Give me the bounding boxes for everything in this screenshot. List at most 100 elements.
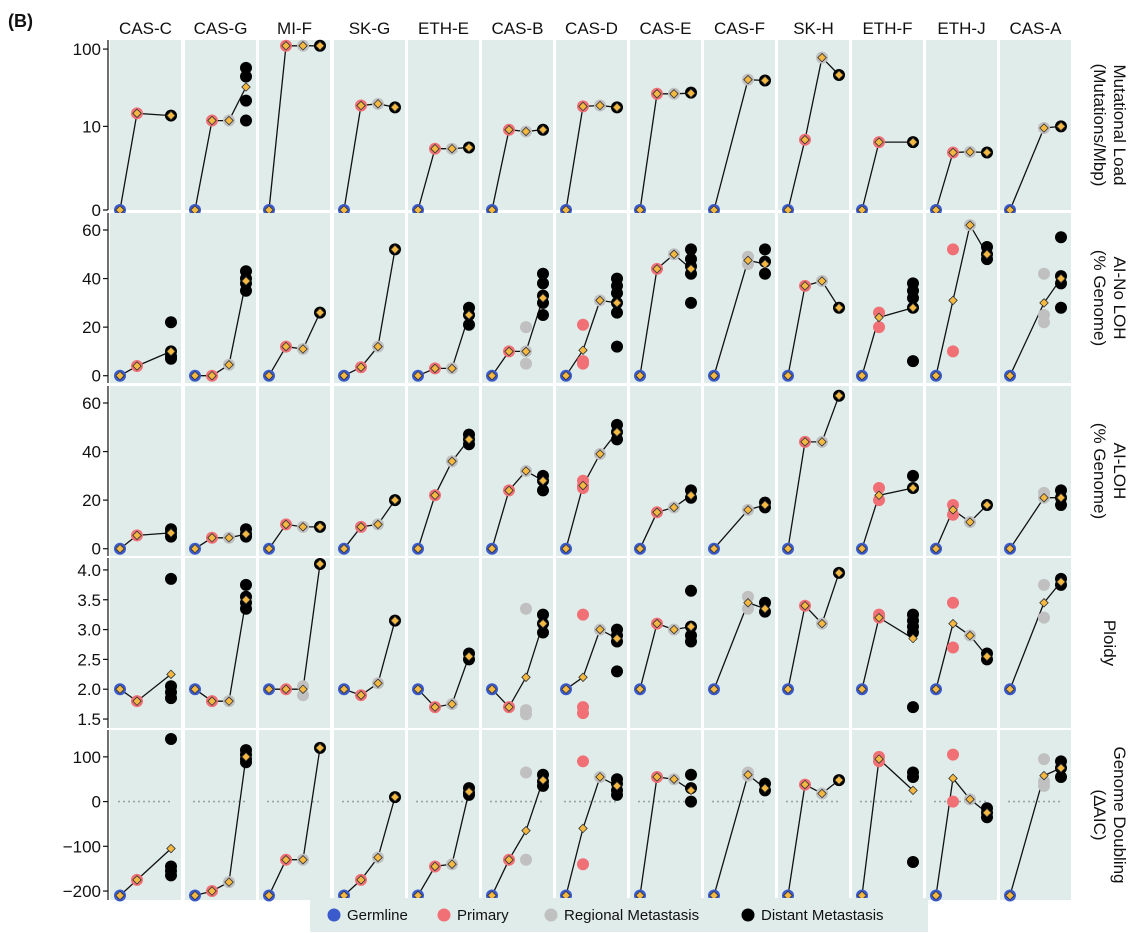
mean-marker: [207, 115, 217, 126]
distant-point: [685, 296, 697, 309]
mean-marker: [538, 475, 548, 486]
mean-marker: [241, 529, 251, 539]
distant-point: [1055, 301, 1067, 314]
panel-ailoh-cas-b: [482, 386, 553, 556]
trajectory-line: [343, 499, 396, 550]
panel-background: [926, 40, 997, 210]
primary-point: [577, 608, 589, 621]
mean-marker: [908, 137, 918, 147]
panel-ainoloh-sk-g: [334, 213, 405, 383]
mean-marker: [1056, 121, 1066, 132]
panel-background: [556, 40, 627, 210]
distant-point: [611, 788, 623, 801]
panel-background: [259, 558, 330, 728]
panel-background: [1000, 386, 1071, 556]
mean-marker: [1039, 770, 1049, 781]
trajectory-line: [787, 779, 840, 896]
mean-marker: [800, 779, 810, 790]
mean-marker: [132, 875, 142, 885]
panel-gd-sk-h: [778, 730, 849, 902]
mean-marker: [413, 543, 423, 554]
column-labels: CAS-C CAS-G MI-F SK-G ETH-E CAS-B CAS-D CAS-E CA…: [119, 19, 1062, 38]
column-label-cas-a: CAS-A: [1010, 19, 1063, 38]
panel-gd-cas-c: [110, 730, 181, 902]
panel-ailoh-eth-f: [852, 386, 923, 556]
panel-ainoloh-mi-f: [259, 213, 330, 383]
panel-mut-cas-d: [556, 40, 627, 216]
column-label-eth-e: ETH-E: [418, 19, 469, 38]
mean-marker: [982, 807, 992, 818]
mean-marker: [743, 74, 753, 85]
mean-marker: [834, 568, 844, 578]
trajectory-line: [194, 86, 247, 211]
panel-ailoh-cas-g: [185, 386, 256, 556]
panel-ploidy-sk-h: [778, 558, 849, 728]
distant-point: [537, 267, 549, 280]
mean-marker: [965, 630, 975, 641]
column-label-cas-f: CAS-F: [714, 19, 765, 38]
trajectory-line: [195, 280, 247, 377]
panel-background: [334, 386, 405, 556]
mean-marker: [800, 281, 810, 291]
mean-marker: [686, 621, 696, 632]
mean-marker: [166, 669, 176, 680]
mean-marker: [264, 370, 274, 381]
regional-point: [520, 321, 532, 334]
row-label-line: AI-LOH: [1110, 443, 1129, 500]
mean-marker: [207, 696, 217, 706]
mean-marker: [561, 543, 571, 554]
mean-marker: [652, 772, 662, 782]
panel-background: [556, 730, 627, 900]
panel-background: [704, 40, 775, 210]
mean-marker: [166, 843, 176, 854]
mean-marker: [447, 456, 457, 467]
mean-marker: [207, 370, 217, 381]
primary-point: [947, 596, 959, 609]
panel-background: [334, 558, 405, 728]
row-labels: Mutational Load(Mutations/Mbp)AI-No LOH(…: [1090, 64, 1129, 884]
mean-marker: [298, 41, 308, 51]
panel-gd-eth-j: [926, 730, 997, 902]
mean-marker: [931, 543, 941, 554]
mean-marker: [538, 293, 548, 303]
mean-marker: [578, 480, 588, 491]
distant-point: [165, 316, 177, 329]
mean-marker: [834, 775, 844, 785]
mean-marker: [1039, 298, 1049, 308]
panel-ainoloh-cas-e: [630, 213, 701, 383]
mean-marker: [857, 543, 867, 554]
primary-point: [577, 755, 589, 768]
distant-point: [165, 352, 177, 365]
column-label-eth-f: ETH-F: [862, 19, 912, 38]
mean-marker: [578, 672, 588, 683]
panel-ailoh-cas-e: [630, 386, 701, 556]
mean-marker: [190, 890, 200, 901]
mean-marker: [504, 124, 514, 135]
mean-marker: [241, 82, 251, 92]
panel-ainoloh-cas-a: [1000, 213, 1071, 383]
panel-background: [778, 40, 849, 210]
distant-point: [165, 572, 177, 585]
panel-ploidy-mi-f: [259, 557, 330, 728]
trajectory-line: [639, 253, 692, 376]
column-label-cas-g: CAS-G: [194, 19, 248, 38]
mean-marker: [281, 41, 291, 51]
panel-mut-eth-j: [926, 40, 997, 216]
mean-marker: [166, 346, 176, 357]
trajectory-line: [639, 494, 692, 549]
mean-marker: [686, 490, 696, 501]
y-tick-label: 40: [82, 443, 101, 462]
panel-background: [778, 558, 849, 728]
mean-marker: [669, 89, 679, 99]
panel-ploidy-cas-b: [482, 558, 553, 728]
mean-marker: [908, 302, 918, 313]
distant-point: [1055, 499, 1067, 511]
mean-marker: [709, 684, 719, 694]
mean-marker: [800, 600, 810, 611]
panel-mut-cas-g: [185, 40, 256, 216]
distant-point: [537, 779, 549, 792]
row-label-ainoloh: AI-No LOH(% Genome): [1090, 250, 1129, 346]
panel-gd-mi-f: [259, 730, 330, 902]
panel-background: [408, 213, 479, 383]
distant-point: [907, 355, 919, 368]
